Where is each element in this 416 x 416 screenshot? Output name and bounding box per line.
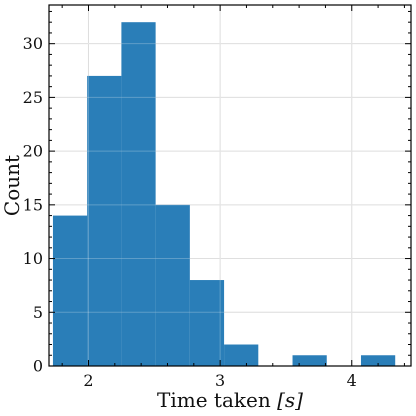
y-tick-label: 25: [23, 88, 43, 107]
histogram-bar: [189, 280, 225, 366]
x-tick-label: 4: [347, 371, 357, 390]
y-tick-label: 20: [23, 142, 43, 161]
histogram-bar: [155, 204, 190, 366]
x-axis-label-text: Time taken: [157, 388, 277, 412]
plot-frame: [48, 4, 412, 367]
x-tick-label: 2: [83, 371, 93, 390]
y-tick-label: 10: [23, 249, 43, 268]
histogram-bar: [360, 355, 396, 366]
histogram-bar: [121, 22, 156, 366]
y-axis-label: Count: [0, 155, 24, 216]
x-axis-label-unit: [s]: [277, 388, 303, 412]
histogram-bar: [52, 215, 88, 366]
y-tick-label: 5: [33, 303, 43, 322]
tick-labels: 2 3 4 0 5 10 15 20 25 30: [23, 34, 357, 390]
x-axis-label: Time taken [s]: [157, 388, 303, 412]
y-tick-label: 15: [23, 195, 43, 214]
y-tick-label: 0: [33, 357, 43, 376]
histogram-bar: [292, 355, 327, 366]
histogram-bar: [87, 75, 122, 367]
histogram-bars: [49, 5, 411, 367]
histogram-bar: [224, 344, 259, 366]
x-tick-label: 3: [215, 371, 225, 390]
y-tick-label: 30: [23, 34, 43, 53]
